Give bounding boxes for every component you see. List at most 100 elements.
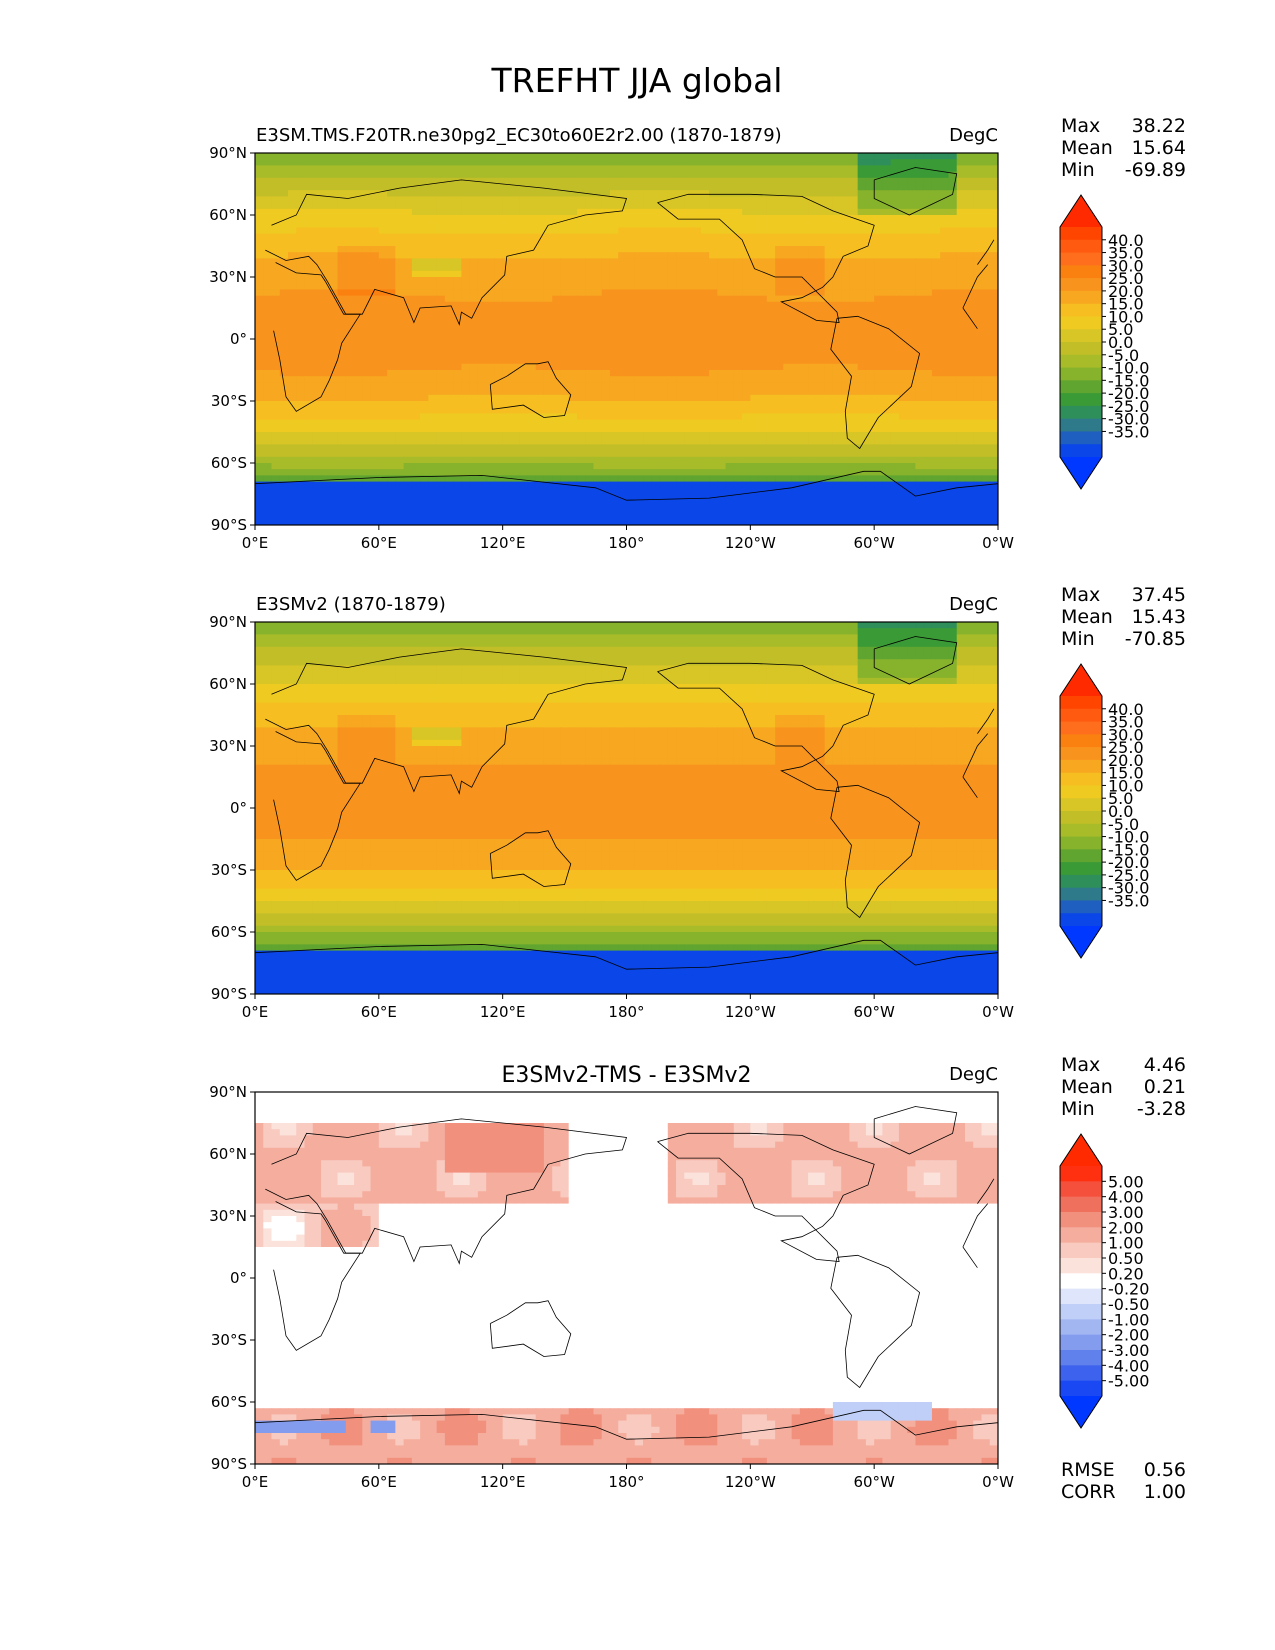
field-cell [857, 481, 867, 489]
field-cell [411, 177, 421, 185]
field-cell [601, 463, 611, 470]
field-cell [296, 252, 306, 259]
field-cell [849, 345, 859, 352]
field-cell [502, 184, 512, 191]
field-cell [643, 190, 652, 197]
field-cell [857, 233, 867, 241]
field-cell [312, 159, 322, 166]
field-cell [643, 432, 652, 439]
field-cell [890, 215, 900, 222]
field-cell [387, 388, 396, 396]
field-cell [560, 432, 570, 439]
field-cell [337, 376, 347, 383]
field-cell [832, 444, 842, 452]
field-cell [742, 215, 751, 222]
field-cell [808, 320, 817, 328]
field-cell [940, 469, 950, 476]
field-cell [527, 388, 537, 396]
field-cell [940, 432, 950, 439]
field-cell [420, 283, 429, 290]
field-cell [948, 363, 958, 371]
field-cell [378, 401, 388, 408]
field-cell [626, 357, 636, 365]
field-cell [651, 407, 661, 414]
field-cell [865, 246, 875, 253]
field-cell [667, 438, 677, 445]
field-cell [345, 295, 355, 303]
field-cell [354, 320, 363, 328]
field-cell [585, 326, 595, 334]
field-cell [288, 184, 297, 191]
field-cell [981, 246, 991, 253]
field-cell [502, 165, 512, 173]
field-cell [676, 487, 685, 495]
field-cell [832, 394, 842, 402]
field-cell [469, 227, 479, 235]
field-cell [626, 153, 636, 160]
field-cell [808, 283, 817, 290]
field-cell [964, 469, 974, 476]
field-cell [659, 425, 669, 433]
field-cell [857, 413, 867, 421]
field-cell [989, 295, 998, 303]
field-cell [915, 388, 925, 396]
field-cell [799, 153, 809, 160]
field-cell [263, 277, 273, 284]
field-cell [568, 184, 578, 191]
field-cell [321, 363, 330, 371]
field-cell [890, 252, 900, 259]
field-cell [973, 357, 983, 365]
field-cell [585, 407, 595, 414]
field-cell [940, 190, 950, 197]
field-cell [857, 258, 867, 266]
field-cell [387, 419, 396, 427]
field-cell [593, 233, 603, 241]
field-cell [378, 407, 388, 414]
field-cell [510, 184, 520, 191]
field-cell [915, 456, 925, 464]
field-cell [304, 351, 314, 359]
field-cell [296, 320, 306, 328]
field-cell [618, 351, 628, 359]
field-cell [263, 239, 273, 247]
field-cell [824, 363, 834, 371]
field-cell [874, 171, 884, 179]
field-cell [824, 332, 834, 340]
field-cell [667, 196, 677, 204]
field-cell [700, 444, 710, 452]
field-cell [535, 339, 545, 346]
field-cell [543, 165, 553, 173]
field-cell [296, 277, 306, 284]
field-cell [395, 171, 405, 179]
field-cell [874, 301, 884, 309]
field-cell [345, 277, 355, 284]
field-cell [717, 394, 727, 402]
field-cell [766, 469, 776, 476]
field-cell [321, 289, 330, 297]
field-cell [865, 221, 875, 228]
field-cell [411, 376, 421, 383]
field-cell [783, 357, 793, 365]
field-cell [890, 388, 900, 396]
field-cell [321, 283, 330, 290]
field-cell [535, 177, 545, 185]
field-cell [915, 208, 925, 216]
field-cell [354, 450, 363, 458]
field-cell [378, 332, 388, 340]
field-cell [742, 401, 751, 408]
field-cell [634, 295, 644, 303]
field-cell [808, 419, 817, 427]
field-cell [733, 227, 743, 235]
field-cell [733, 481, 743, 489]
field-cell [527, 332, 537, 340]
field-cell [857, 252, 867, 259]
field-cell [304, 190, 314, 197]
field-cell [552, 351, 562, 359]
field-cell [964, 227, 974, 235]
field-cell [494, 388, 504, 396]
field-cell [362, 221, 372, 228]
field-cell [775, 159, 784, 166]
field-cell [964, 289, 974, 297]
field-cell [494, 469, 504, 476]
field-cell [890, 283, 900, 290]
